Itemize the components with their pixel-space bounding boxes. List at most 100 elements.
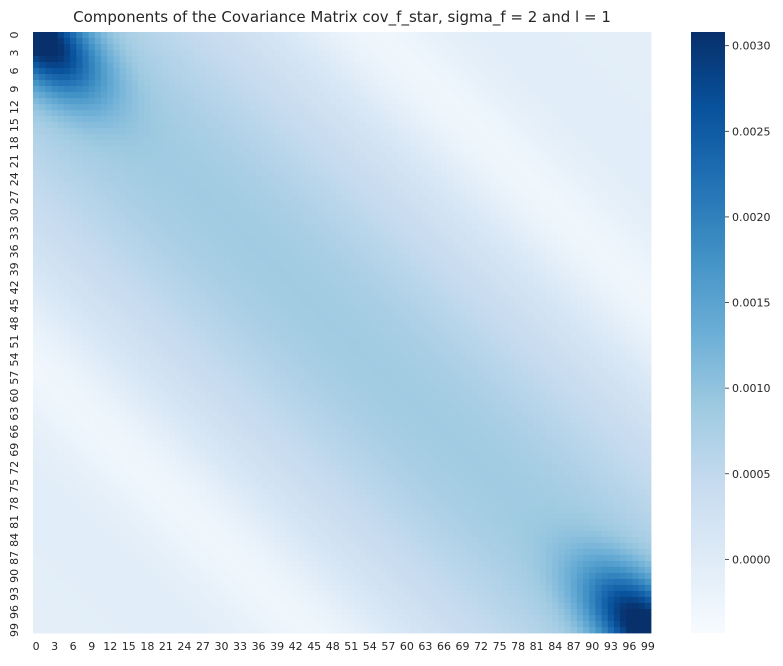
heatmap-cell bbox=[181, 248, 188, 255]
heatmap-cell bbox=[317, 194, 324, 201]
heatmap-cell bbox=[409, 182, 417, 189]
heatmap-cell bbox=[502, 212, 510, 219]
heatmap-cell bbox=[181, 68, 188, 75]
heatmap-cell bbox=[45, 230, 52, 237]
heatmap-cell bbox=[113, 212, 120, 219]
heatmap-cell bbox=[261, 194, 269, 201]
heatmap-cell bbox=[243, 80, 250, 87]
heatmap-cell bbox=[199, 50, 207, 57]
heatmap-cell bbox=[552, 50, 559, 57]
heatmap-cell bbox=[224, 38, 232, 45]
heatmap-cell bbox=[527, 116, 534, 123]
heatmap-cell bbox=[206, 74, 213, 81]
heatmap-cell bbox=[317, 284, 324, 291]
heatmap-cell bbox=[230, 32, 238, 39]
heatmap-cell bbox=[230, 254, 238, 261]
heatmap-cell bbox=[422, 302, 429, 309]
heatmap-cell bbox=[236, 140, 244, 147]
heatmap-cell bbox=[366, 236, 374, 243]
heatmap-cell bbox=[403, 302, 411, 309]
heatmap-cell bbox=[366, 74, 374, 81]
heatmap-cell bbox=[323, 314, 331, 321]
heatmap-cell bbox=[496, 158, 504, 165]
heatmap-cell bbox=[459, 122, 466, 129]
heatmap-cell bbox=[304, 284, 312, 291]
heatmap-cell bbox=[63, 242, 71, 249]
heatmap-cell bbox=[175, 146, 182, 153]
heatmap-cell bbox=[496, 146, 504, 153]
heatmap-cell bbox=[230, 218, 238, 225]
heatmap-cell bbox=[162, 236, 170, 243]
heatmap-cell bbox=[416, 146, 423, 153]
heatmap-cell bbox=[193, 224, 201, 231]
heatmap-cell bbox=[298, 260, 306, 267]
heatmap-cell bbox=[638, 44, 646, 51]
heatmap-cell bbox=[199, 110, 207, 117]
heatmap-cell bbox=[181, 98, 188, 105]
heatmap-cell bbox=[39, 236, 46, 243]
heatmap-cell bbox=[465, 308, 473, 315]
heatmap-cell bbox=[342, 80, 349, 87]
heatmap-cell bbox=[175, 158, 182, 165]
heatmap-cell bbox=[360, 122, 368, 129]
heatmap-cell bbox=[175, 320, 182, 327]
heatmap-cell bbox=[119, 320, 127, 327]
heatmap-cell bbox=[63, 182, 71, 189]
heatmap-cell bbox=[280, 194, 287, 201]
heatmap-cell bbox=[521, 32, 528, 39]
heatmap-cell bbox=[607, 176, 615, 183]
heatmap-cell bbox=[583, 164, 590, 171]
heatmap-cell bbox=[76, 200, 83, 207]
heatmap-cell bbox=[465, 44, 473, 51]
heatmap-cell bbox=[607, 182, 615, 189]
heatmap-cell bbox=[416, 68, 423, 75]
heatmap-cell bbox=[82, 200, 90, 207]
heatmap-cell bbox=[403, 290, 411, 297]
heatmap-cell bbox=[292, 272, 300, 279]
heatmap-cell bbox=[496, 50, 504, 57]
heatmap-cell bbox=[397, 290, 405, 297]
heatmap-cell bbox=[88, 260, 96, 267]
heatmap-cell bbox=[280, 116, 287, 123]
heatmap-cell bbox=[187, 164, 195, 171]
heatmap-cell bbox=[280, 314, 287, 321]
heatmap-cell bbox=[508, 152, 516, 159]
heatmap-cell bbox=[508, 314, 516, 321]
heatmap-cell bbox=[63, 68, 71, 75]
heatmap-cell bbox=[422, 98, 429, 105]
heatmap-cell bbox=[595, 146, 602, 153]
heatmap-cell bbox=[434, 98, 442, 105]
heatmap-cell bbox=[168, 212, 176, 219]
heatmap-cell bbox=[589, 224, 596, 231]
heatmap-cell bbox=[570, 122, 578, 129]
heatmap-cell bbox=[144, 212, 151, 219]
heatmap-cell bbox=[613, 134, 621, 141]
heatmap-cell bbox=[193, 98, 201, 105]
heatmap-cell bbox=[107, 302, 114, 309]
heatmap-cell bbox=[224, 284, 232, 291]
heatmap-cell bbox=[626, 62, 633, 69]
heatmap-cell bbox=[82, 284, 90, 291]
heatmap-cell bbox=[206, 98, 213, 105]
heatmap-cell bbox=[453, 236, 460, 243]
heatmap-cell bbox=[502, 86, 510, 93]
heatmap-cell bbox=[484, 248, 491, 255]
heatmap-cell bbox=[335, 74, 343, 81]
heatmap-cell bbox=[453, 50, 460, 57]
heatmap-cell bbox=[403, 164, 411, 171]
heatmap-cell bbox=[533, 110, 541, 117]
heatmap-cell bbox=[255, 110, 263, 117]
heatmap-cell bbox=[626, 134, 633, 141]
heatmap-cell bbox=[409, 296, 417, 303]
heatmap-cell bbox=[348, 50, 355, 57]
heatmap-cell bbox=[558, 266, 565, 273]
heatmap-cell bbox=[545, 254, 553, 261]
heatmap-cell bbox=[267, 44, 275, 51]
heatmap-cell bbox=[434, 266, 442, 273]
heatmap-cell bbox=[626, 206, 633, 213]
heatmap-cell bbox=[181, 128, 188, 135]
heatmap-cell bbox=[100, 242, 108, 249]
heatmap-cell bbox=[477, 56, 485, 63]
heatmap-cell bbox=[613, 104, 621, 111]
heatmap-cell bbox=[354, 50, 361, 57]
